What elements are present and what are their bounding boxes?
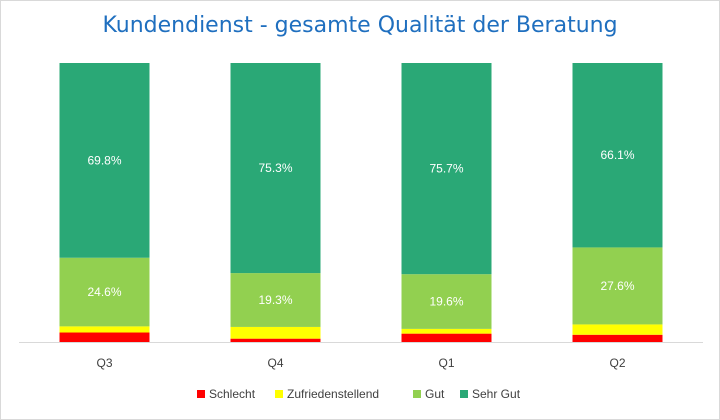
bar-sehr-gut-q1 xyxy=(401,63,492,275)
legend-swatch-zufriedenstellend xyxy=(275,390,283,398)
legend-label-schlecht: Schlecht xyxy=(209,387,256,401)
legend-label-zufriedenstellend: Zufriedenstellend xyxy=(287,387,379,401)
bar-sehr-gut-q3 xyxy=(59,63,150,258)
data-label-gut-q2: 27.6% xyxy=(600,279,634,293)
bar-gut-q2 xyxy=(572,247,663,325)
bar-schlecht-q2 xyxy=(572,334,663,342)
bar-gut-q1 xyxy=(401,274,492,329)
bar-schlecht-q3 xyxy=(59,332,150,342)
bar-zufriedenstellend-q1 xyxy=(401,328,492,334)
chart-title: Kundendienst - gesamte Qualität der Bera… xyxy=(102,13,618,38)
data-label-sehr-gut-q1: 75.7% xyxy=(429,162,463,176)
x-tick-label-q3: Q3 xyxy=(96,356,112,370)
data-label-sehr-gut-q4: 75.3% xyxy=(258,161,292,175)
bar-zufriedenstellend-q4 xyxy=(230,326,321,339)
bar-gut-q4 xyxy=(230,273,321,327)
data-label-gut-q3: 24.6% xyxy=(87,285,121,299)
legend-label-sehr-gut: Sehr Gut xyxy=(472,387,521,401)
legend-swatch-gut xyxy=(413,390,421,398)
x-tick-label-q1: Q1 xyxy=(438,356,454,370)
legend-label-gut: Gut xyxy=(425,387,445,401)
bar-gut-q3 xyxy=(59,257,150,327)
legend-swatch-schlecht xyxy=(197,390,205,398)
data-label-sehr-gut-q3: 69.8% xyxy=(87,153,121,167)
x-tick-label-q4: Q4 xyxy=(267,356,283,370)
bar-zufriedenstellend-q3 xyxy=(59,326,150,333)
data-label-gut-q1: 19.6% xyxy=(429,295,463,309)
bar-schlecht-q1 xyxy=(401,333,492,342)
bar-zufriedenstellend-q2 xyxy=(572,324,663,335)
x-tick-label-q2: Q2 xyxy=(609,356,625,370)
bar-schlecht-q4 xyxy=(230,338,321,342)
legend-swatch-sehr-gut xyxy=(460,390,468,398)
bar-sehr-gut-q2 xyxy=(572,63,663,248)
bar-sehr-gut-q4 xyxy=(230,63,321,274)
data-label-sehr-gut-q2: 66.1% xyxy=(600,148,634,162)
data-label-gut-q4: 19.3% xyxy=(258,293,292,307)
